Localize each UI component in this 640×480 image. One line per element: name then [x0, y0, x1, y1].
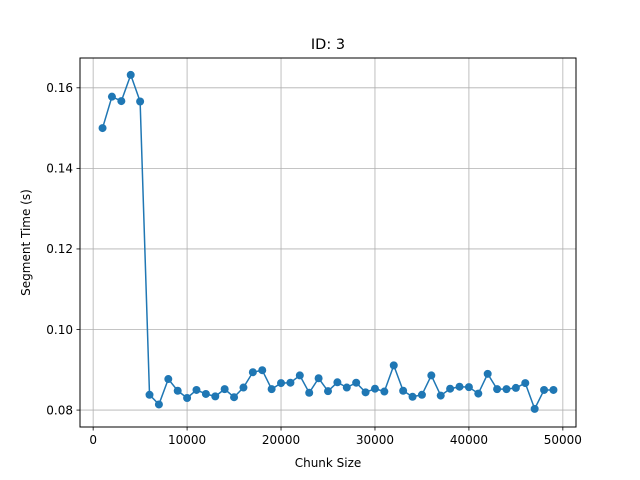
data-point: [258, 366, 267, 375]
data-point: [324, 387, 332, 396]
data-point: [267, 385, 276, 394]
y-tick-label: 0.12: [46, 242, 73, 256]
x-tick-label: 20000: [262, 433, 300, 447]
data-point: [352, 378, 361, 387]
data-point: [540, 385, 549, 394]
data-point: [117, 97, 126, 106]
data-point: [521, 379, 530, 388]
x-tick-label: 30000: [356, 433, 394, 447]
data-point: [417, 390, 426, 399]
x-axis: 0 10000 20000 30000 40000 50000: [89, 427, 582, 447]
data-point: [145, 390, 154, 399]
data-point: [483, 369, 492, 378]
plot-area: [80, 58, 576, 427]
y-tick-label: 0.10: [46, 323, 73, 337]
data-point: [455, 382, 464, 391]
data-point: [333, 378, 342, 387]
data-point: [286, 378, 295, 387]
data-point: [474, 389, 483, 398]
data-point: [389, 361, 398, 370]
series-layer: [98, 70, 558, 413]
data-point: [201, 389, 210, 398]
data-point: [464, 383, 473, 392]
data-point: [493, 385, 502, 394]
y-axis-label: Segment Time (s): [19, 189, 33, 296]
x-tick-label: 40000: [450, 433, 488, 447]
data-point: [399, 386, 408, 395]
x-axis-label: Chunk Size: [295, 456, 362, 470]
data-point: [173, 386, 182, 395]
data-point: [342, 383, 351, 392]
data-point: [230, 393, 239, 402]
x-tick-label: 10000: [168, 433, 206, 447]
data-point: [436, 391, 445, 400]
plot-frame: [79, 57, 577, 428]
data-point: [192, 385, 201, 394]
data-point: [154, 400, 163, 409]
data-point: [220, 385, 229, 394]
data-point: [530, 404, 539, 413]
data-point: [164, 375, 173, 384]
data-point: [126, 70, 135, 79]
data-point: [107, 92, 116, 101]
y-axis: 0.08 0.10 0.12 0.14 0.16: [46, 81, 80, 417]
data-point: [295, 371, 304, 380]
x-tick-label: 50000: [544, 433, 582, 447]
data-point: [380, 387, 389, 396]
data-point: [183, 393, 192, 402]
y-tick-label: 0.14: [46, 162, 73, 176]
data-point: [98, 124, 107, 133]
y-tick-label: 0.08: [46, 403, 73, 417]
data-point: [549, 385, 558, 394]
chart-title: ID: 3: [311, 37, 345, 53]
data-point: [239, 383, 248, 392]
data-point: [361, 388, 370, 397]
data-point: [511, 383, 520, 392]
x-tick-label: 0: [89, 433, 97, 447]
y-tick-label: 0.16: [46, 81, 73, 95]
data-point: [370, 384, 379, 393]
data-point: [305, 388, 314, 397]
data-point: [408, 392, 417, 401]
grid-lines: [80, 58, 576, 427]
data-point: [314, 374, 323, 383]
data-point: [277, 379, 286, 388]
data-point: [211, 392, 220, 401]
data-point: [427, 371, 436, 380]
data-point: [136, 97, 145, 106]
data-point: [502, 385, 511, 394]
data-point: [446, 384, 455, 393]
data-point: [248, 368, 257, 377]
